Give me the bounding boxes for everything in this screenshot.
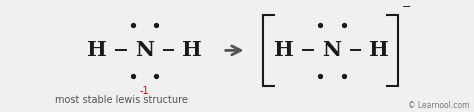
Text: H: H [369,40,389,60]
Text: -1: -1 [140,86,149,96]
Text: © Learnool.com: © Learnool.com [408,101,469,110]
Text: N: N [322,40,341,60]
Text: −: − [402,2,411,12]
Text: H: H [87,40,107,60]
Text: H: H [274,40,294,60]
Text: most stable lewis structure: most stable lewis structure [55,95,187,105]
Text: H: H [182,40,202,60]
Text: N: N [135,40,154,60]
